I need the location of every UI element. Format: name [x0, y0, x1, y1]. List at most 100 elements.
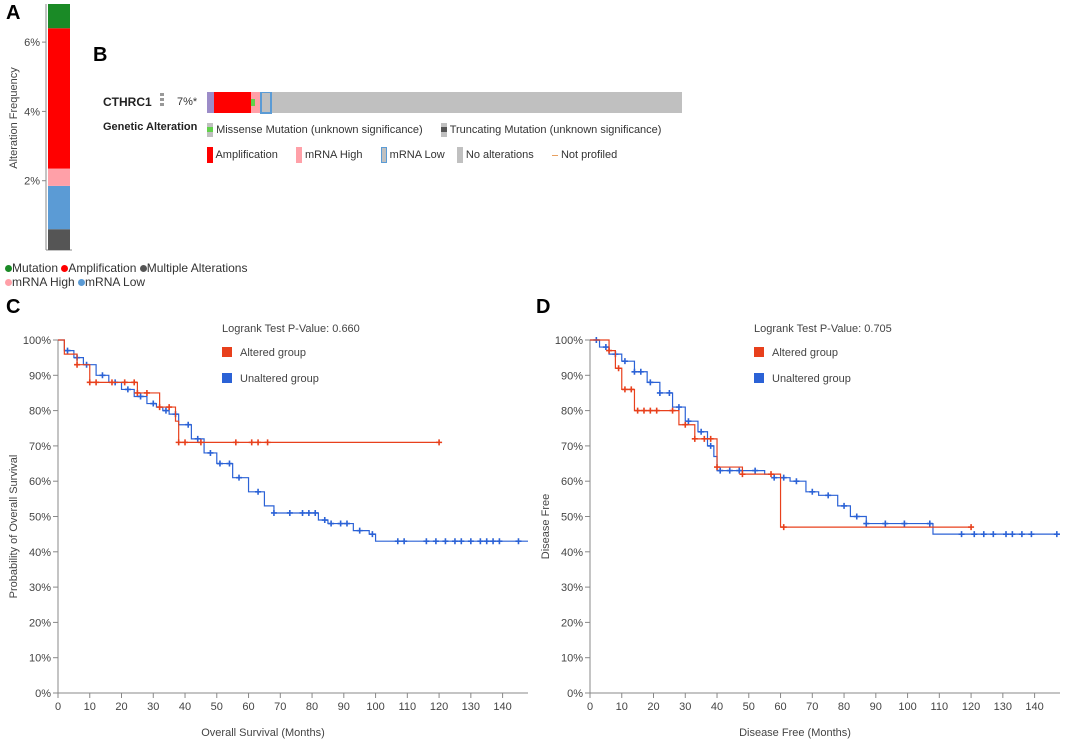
x-tick-label-0: 0: [55, 701, 61, 713]
km-line-unaltered-group: [590, 339, 1060, 535]
y-tick-label-7: 70%: [29, 441, 51, 453]
y-tick-label-2: 20%: [29, 617, 51, 629]
x-tick-label-4: 40: [711, 701, 723, 713]
x-tick-label-12: 120: [430, 701, 448, 713]
censor-mark-1-6: [647, 379, 654, 386]
y-tick-label-2: 6%: [24, 37, 40, 49]
legend-amp: Amplification: [215, 148, 278, 161]
y-tick-label-7: 70%: [561, 441, 583, 453]
missense-swatch-icon: [207, 123, 213, 137]
bar-segment-4: [48, 4, 70, 29]
oncoprint-legend-row-1: Missense Mutation (unknown significance)…: [207, 123, 661, 147]
censor-mark-1-8: [666, 389, 673, 396]
x-tick-label-1: 10: [616, 701, 628, 713]
oncoprint-track: [207, 92, 682, 114]
censor-mark-1-36: [477, 538, 484, 545]
x-tick-label-4: 40: [179, 701, 191, 713]
legend-mutation: Mutation: [12, 261, 59, 275]
censor-mark-1-12: [707, 442, 714, 449]
censor-mark-1-28: [394, 538, 401, 545]
legend-swatch-1: [222, 373, 232, 383]
x-axis-label: Disease Free (Months): [739, 727, 851, 739]
y-tick-label-6: 60%: [29, 476, 51, 488]
x-tick-label-3: 30: [679, 701, 691, 713]
censor-mark-1-16: [255, 488, 262, 495]
censor-mark-1-35: [1028, 531, 1035, 538]
y-tick-label-1: 10%: [29, 653, 51, 665]
censor-mark-0-11: [701, 435, 708, 442]
mrna-low-dot-icon: [78, 279, 86, 286]
x-tick-label-13: 130: [462, 701, 480, 713]
y-tick-label-5: 50%: [561, 512, 583, 524]
y-tick-label-1: 10%: [561, 653, 583, 665]
x-tick-label-11: 110: [931, 701, 949, 713]
km-line-unaltered-group: [58, 339, 528, 542]
censor-mark-1-16: [752, 467, 759, 474]
censor-mark-0-0: [606, 347, 613, 354]
x-axis-label: Overall Survival (Months): [201, 727, 324, 739]
legend-label-1: Unaltered group: [240, 373, 319, 385]
x-tick-label-9: 90: [338, 701, 350, 713]
drag-handle-icon[interactable]: [160, 93, 164, 106]
censor-mark-1-40: [515, 538, 522, 545]
censor-mark-0-14: [739, 471, 746, 478]
censor-mark-0-2: [93, 379, 100, 386]
censor-mark-0-8: [669, 407, 676, 414]
legend-multiple: Multiple Alterations: [146, 261, 248, 275]
censor-mark-1-13: [717, 467, 724, 474]
censor-mark-0-9: [166, 404, 173, 411]
censor-mark-1-20: [809, 488, 816, 495]
amplification-swatch-icon: [207, 147, 213, 163]
censor-mark-1-6: [137, 393, 144, 400]
mrna-high-swatch-icon: [295, 147, 302, 163]
bar-segment-2: [48, 168, 70, 186]
censor-mark-1-18: [780, 474, 787, 481]
x-tick-label-14: 140: [493, 701, 511, 713]
y-tick-label-3: 30%: [561, 582, 583, 594]
legend-mrna-high: mRNA High: [12, 275, 75, 289]
mrna-low-cells: [260, 92, 272, 114]
gene-name: CTHRC1: [103, 95, 152, 109]
censor-mark-1-30: [980, 531, 987, 538]
y-tick-label-5: 50%: [29, 512, 51, 524]
censor-mark-1-19: [299, 509, 306, 516]
censor-mark-1-21: [825, 492, 832, 499]
km-line-altered-group: [590, 339, 972, 528]
censor-mark-1-33: [451, 538, 458, 545]
panel-label-c: C: [6, 296, 21, 318]
censor-mark-1-11: [194, 435, 201, 442]
censor-mark-1-20: [305, 509, 312, 516]
truncating-swatch-icon: [440, 123, 447, 137]
censor-mark-1-7: [656, 389, 663, 396]
censor-mark-0-7: [653, 407, 660, 414]
censor-mark-0-13: [232, 439, 239, 446]
censor-mark-1-35: [467, 538, 474, 545]
censor-mark-0-9: [682, 421, 689, 428]
censor-mark-1-15: [736, 467, 743, 474]
x-tick-label-7: 70: [274, 701, 286, 713]
legend-notprofiled: Not profiled: [560, 148, 618, 161]
censor-mark-1-24: [863, 520, 870, 527]
censor-mark-0-4: [121, 379, 128, 386]
censor-mark-1-22: [321, 517, 328, 524]
censor-mark-1-22: [841, 502, 848, 509]
x-tick-label-9: 90: [870, 701, 882, 713]
legend-label-1: Unaltered group: [772, 373, 851, 385]
oncoprint-legend: Missense Mutation (unknown significance)…: [207, 123, 661, 167]
censor-mark-1-17: [270, 509, 277, 516]
km-chart-disease-free: 0% 10% 20% 30% 40% 50% 60% 70% 80% 90% 100% 0 10 20 30…: [540, 323, 1060, 739]
x-tick-label-6: 60: [774, 701, 786, 713]
censor-mark-1-21: [312, 509, 319, 516]
censor-mark-0-12: [707, 435, 714, 442]
chart-title: Logrank Test P-Value: 0.705: [754, 323, 892, 335]
censor-mark-0-5: [640, 407, 647, 414]
censor-mark-1-17: [771, 474, 778, 481]
legend-label-0: Altered group: [772, 347, 838, 359]
censor-mark-1-9: [675, 404, 682, 411]
oncoprint-legend-row-2: Amplification mRNA High mRNA Low No alte…: [207, 147, 661, 167]
x-tick-label-13: 130: [994, 701, 1012, 713]
x-tick-label-7: 70: [806, 701, 818, 713]
censor-mark-0-6: [647, 407, 654, 414]
x-tick-label-12: 120: [962, 701, 980, 713]
censor-mark-1-37: [483, 538, 490, 545]
